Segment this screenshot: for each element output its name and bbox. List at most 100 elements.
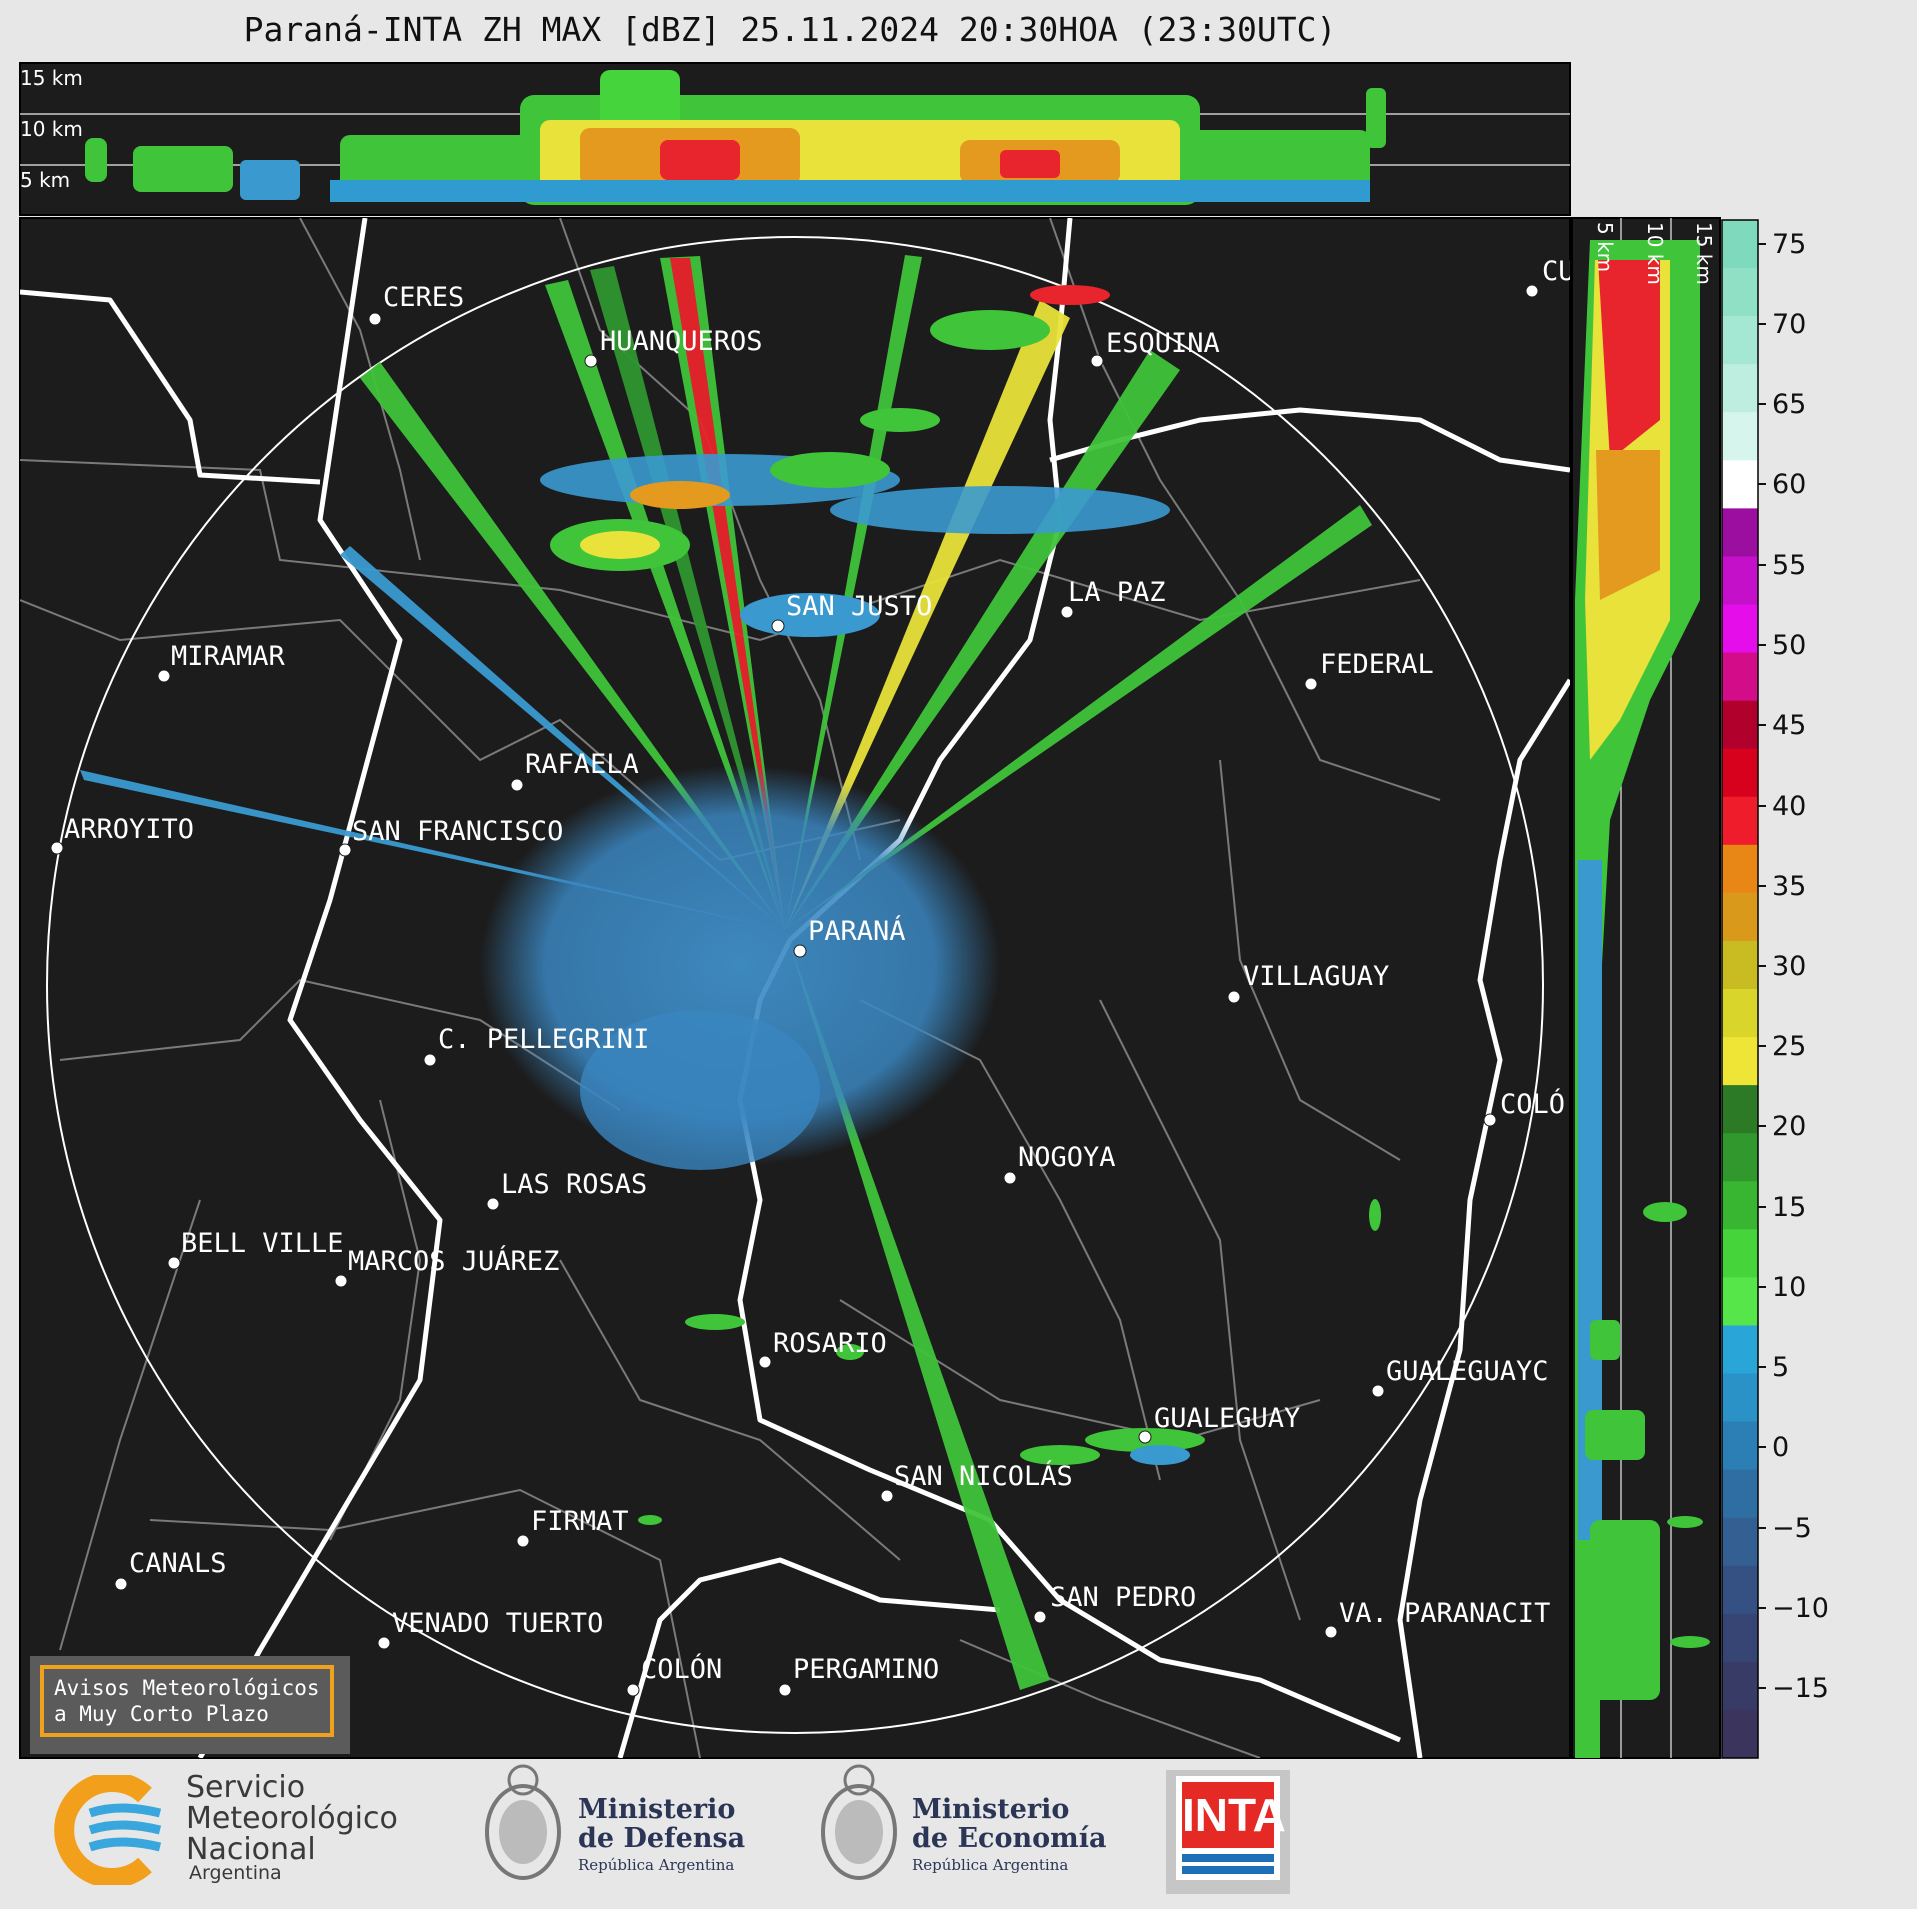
side-height-label-10km: 10 km xyxy=(1643,222,1667,285)
smn-logo-icon xyxy=(54,1775,162,1885)
coat-of-arms-icon xyxy=(821,1764,897,1880)
city-label: CU xyxy=(1542,256,1575,287)
city-label: C. PELLEGRINI xyxy=(438,1024,649,1055)
colorbar-band xyxy=(1722,412,1758,461)
city-label: SAN FRANCISCO xyxy=(352,816,563,847)
colorbar-band xyxy=(1722,989,1758,1038)
colorbar-tick-label: −10 xyxy=(1772,1593,1829,1624)
notice-box: Avisos Meteorológicos a Muy Corto Plazo xyxy=(30,1656,350,1754)
city-label: ARROYITO xyxy=(64,814,194,845)
colorbar-band xyxy=(1722,1229,1758,1278)
colorbar-band xyxy=(1722,748,1758,798)
colorbar-band xyxy=(1722,460,1758,509)
side-height-label-5km: 5 km xyxy=(1593,222,1617,272)
colorbar-tick-label: 15 xyxy=(1772,1192,1806,1223)
city-label: HUANQUEROS xyxy=(600,326,763,357)
city-label: ROSARIO xyxy=(773,1328,887,1359)
city-label: MIRAMAR xyxy=(171,641,286,672)
city-label: GUALEGUAYC xyxy=(1386,1356,1549,1387)
colorbar-band xyxy=(1722,1325,1758,1374)
city-label: LA PAZ xyxy=(1068,577,1166,608)
colorbar-band xyxy=(1722,220,1758,269)
colorbar-band xyxy=(1722,1517,1758,1567)
city-label: LAS ROSAS xyxy=(501,1169,647,1200)
colorbar-tick-label: 0 xyxy=(1772,1432,1789,1463)
colorbar-tick-label: 45 xyxy=(1772,710,1806,741)
smn-logo-country: Argentina xyxy=(189,1862,282,1884)
economia-logo-sub: República Argentina xyxy=(912,1856,1069,1874)
colorbar-band xyxy=(1722,1181,1758,1230)
map-title: Paraná-INTA ZH MAX [dBZ] 25.11.2024 20:3… xyxy=(243,10,1337,49)
colorbar-tick-label: 50 xyxy=(1772,630,1806,661)
city-label: CERES xyxy=(383,282,464,313)
colorbar-tick-label: 60 xyxy=(1772,469,1806,500)
inta-logo-text: INTA xyxy=(1182,1782,1286,1848)
city-label: VA. PARANACIT xyxy=(1339,1598,1550,1629)
colorbar-band xyxy=(1722,1373,1758,1423)
inta-logo: INTA xyxy=(1166,1770,1290,1894)
city-label: VILLAGUAY xyxy=(1243,961,1389,992)
colorbar-band xyxy=(1722,1709,1758,1759)
top-height-panel: 15 km 10 km 5 km xyxy=(19,62,1571,216)
city-label: GUALEGUAY xyxy=(1154,1403,1300,1434)
colorbar-band xyxy=(1722,1565,1758,1615)
city-label: FIRMAT xyxy=(531,1506,629,1537)
city-label: COLÓ xyxy=(1500,1088,1565,1120)
colorbar-band xyxy=(1722,892,1758,942)
colorbar-tick-label: 20 xyxy=(1772,1111,1806,1142)
colorbar-band xyxy=(1722,700,1758,750)
city-label: CANALS xyxy=(129,1548,227,1579)
side-height-label-15km: 15 km xyxy=(1692,222,1716,285)
colorbar-band xyxy=(1722,652,1758,702)
colorbar-band xyxy=(1722,1421,1758,1471)
city-label: NOGOYA xyxy=(1018,1142,1116,1173)
colorbar-tick-label: 40 xyxy=(1772,791,1806,822)
colorbar-tick-label: −5 xyxy=(1772,1513,1812,1544)
city-label: COLÓN xyxy=(641,1653,722,1685)
top-height-label-5km: 5 km xyxy=(20,168,70,192)
colorbar-tick-label: 55 xyxy=(1772,550,1806,581)
notice-line-1: Avisos Meteorológicos xyxy=(54,1676,320,1700)
colorbar-tick-label: 25 xyxy=(1772,1031,1806,1062)
city-label: FEDERAL xyxy=(1320,649,1434,680)
colorbar-band xyxy=(1722,1037,1758,1086)
colorbar-tick-label: 30 xyxy=(1772,951,1806,982)
colorbar-band xyxy=(1722,940,1758,990)
colorbar-band xyxy=(1722,364,1758,413)
city-label: BELL VILLE xyxy=(181,1228,344,1259)
defensa-logo-sub: República Argentina xyxy=(578,1856,735,1874)
colorbar-band xyxy=(1722,508,1758,557)
colorbar-band xyxy=(1722,1085,1758,1134)
city-label: VENADO TUERTO xyxy=(392,1608,603,1639)
city-label: MARCOS JUÁREZ xyxy=(348,1245,559,1277)
notice-line-2: a Muy Corto Plazo xyxy=(54,1702,269,1726)
colorbar-band xyxy=(1722,316,1758,365)
city-label: ESQUINA xyxy=(1106,328,1220,359)
city-label: PERGAMINO xyxy=(793,1654,939,1685)
colorbar-band xyxy=(1722,1661,1758,1711)
city-label: RAFAELA xyxy=(525,749,639,780)
city-label: SAN NICOLÁS xyxy=(894,1460,1073,1492)
defensa-logo-text: Ministerio de Defensa xyxy=(578,1794,746,1854)
colorbar-tick-label: −15 xyxy=(1772,1673,1829,1704)
colorbar-tick-label: 75 xyxy=(1772,229,1806,260)
colorbar-tick-label: 70 xyxy=(1772,309,1806,340)
city-label: SAN PEDRO xyxy=(1050,1582,1196,1613)
side-height-panel: 5 km 10 km 15 km xyxy=(1571,217,1721,1759)
colorbar-band xyxy=(1722,1133,1758,1182)
colorbar-tick-label: 35 xyxy=(1772,871,1806,902)
colorbar-band xyxy=(1722,268,1758,317)
colorbar-band xyxy=(1722,1277,1758,1326)
colorbar-band xyxy=(1722,556,1758,605)
coat-of-arms-icon xyxy=(485,1764,561,1880)
colorbar-band xyxy=(1722,1613,1758,1663)
top-height-label-10km: 10 km xyxy=(20,117,83,141)
colorbar-band xyxy=(1722,796,1758,846)
economia-logo-text: Ministerio de Economía xyxy=(912,1794,1107,1854)
city-label: PARANÁ xyxy=(808,915,906,947)
colorbar-band xyxy=(1722,1469,1758,1519)
smn-logo-text: Servicio Meteorológico Nacional xyxy=(186,1770,398,1867)
colorbar-tick-label: 65 xyxy=(1772,389,1806,420)
top-height-label-15km: 15 km xyxy=(20,66,83,90)
